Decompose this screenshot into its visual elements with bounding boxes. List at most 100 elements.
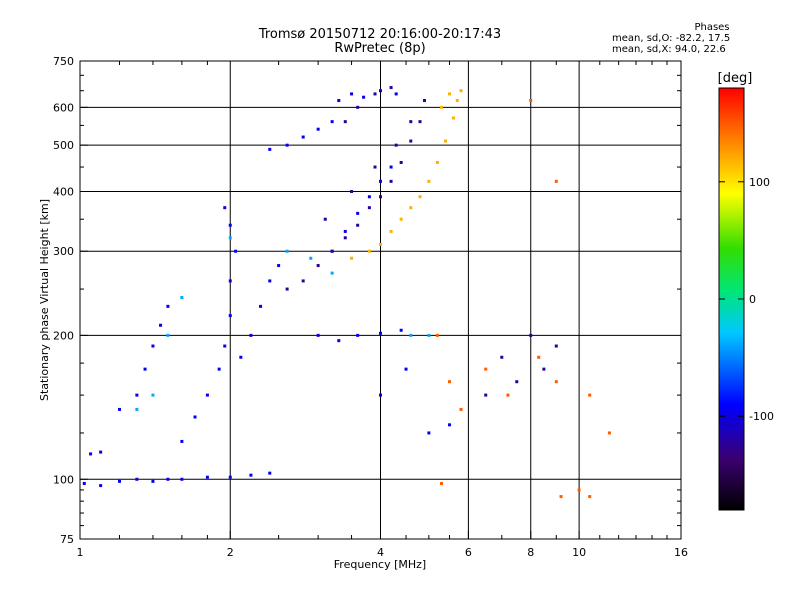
data-point <box>309 256 313 260</box>
colorbar-ticks: 100 0 -100 <box>719 176 774 423</box>
data-point <box>559 495 563 499</box>
y-axis-label: Stationary phase Virtual Height [km] <box>38 199 51 401</box>
data-point <box>285 287 289 291</box>
y-tick-label: 600 <box>53 101 74 114</box>
data-point <box>607 431 611 435</box>
data-point <box>588 495 592 499</box>
data-point <box>373 92 377 96</box>
data-point <box>484 393 488 397</box>
data-point <box>228 279 232 283</box>
data-point <box>330 120 334 124</box>
data-point <box>234 249 238 253</box>
data-point <box>316 127 320 131</box>
y-tick-label: 750 <box>53 55 74 68</box>
data-point <box>427 179 431 183</box>
phase-stats: Phases mean, sd,O: -82.2, 17.5 mean, sd,… <box>612 22 782 55</box>
data-point <box>448 92 452 96</box>
data-point <box>228 475 232 479</box>
data-point <box>427 333 431 337</box>
data-point <box>418 195 422 199</box>
data-point <box>135 477 139 481</box>
data-point <box>350 189 354 193</box>
data-point <box>404 367 408 371</box>
data-point <box>135 407 139 411</box>
data-point <box>435 160 439 164</box>
x-tick-label: 1 <box>77 546 84 559</box>
data-point <box>529 333 533 337</box>
data-point <box>193 415 197 419</box>
data-point <box>389 179 393 183</box>
data-point <box>337 99 341 103</box>
data-point <box>409 333 413 337</box>
data-point <box>367 206 371 210</box>
data-point <box>409 206 413 210</box>
data-point <box>379 89 382 93</box>
data-point <box>459 89 463 93</box>
data-point <box>362 95 366 99</box>
data-point <box>143 367 147 371</box>
colorbar-tick-label: 100 <box>749 176 770 189</box>
data-point <box>323 217 327 221</box>
data-point <box>356 211 360 215</box>
data-point <box>537 355 541 359</box>
y-tick-label: 400 <box>53 185 74 198</box>
data-point <box>389 86 393 90</box>
data-point <box>448 423 452 427</box>
colorbar-tick-label: 0 <box>749 293 756 306</box>
data-point <box>529 99 533 103</box>
data-point <box>249 473 253 477</box>
data-point <box>118 407 122 411</box>
data-point <box>205 393 209 397</box>
data-point <box>394 92 398 96</box>
colorbar-tick-label: -100 <box>749 410 774 423</box>
data-point <box>249 333 253 337</box>
data-point <box>166 304 170 308</box>
phase-stats-heading: Phases <box>694 22 730 33</box>
data-point <box>223 206 227 210</box>
x-tick-label: 6 <box>465 546 472 559</box>
x-axis-label: Frequency [MHz] <box>334 558 426 571</box>
data-point <box>448 380 452 384</box>
colorbar-label: [deg] <box>718 71 753 86</box>
data-point <box>435 333 439 337</box>
data-point <box>343 236 347 240</box>
data-point <box>343 229 347 233</box>
data-point <box>409 139 413 143</box>
data-point <box>394 143 398 147</box>
x-tick-label: 4 <box>377 546 384 559</box>
data-point <box>577 488 581 492</box>
chart-title: Tromsø 20150712 20:16:00-20:17:43 <box>258 27 502 42</box>
data-point <box>418 120 422 124</box>
data-point <box>451 116 455 120</box>
data-point <box>542 367 546 371</box>
data-point <box>379 195 382 199</box>
phase-stats-o: mean, sd,O: -82.2, 17.5 <box>612 33 731 44</box>
data-point <box>89 452 93 456</box>
data-point <box>159 323 163 327</box>
data-point <box>268 471 272 475</box>
data-point <box>205 475 209 479</box>
data-point <box>379 393 382 397</box>
data-point <box>259 304 263 308</box>
data-point <box>367 195 371 199</box>
data-point <box>277 264 281 268</box>
data-point <box>444 139 448 143</box>
data-point <box>440 481 444 485</box>
data-point <box>118 479 122 483</box>
data-point <box>217 367 221 371</box>
phase-stats-x: mean, sd,X: 94.0, 22.6 <box>612 44 726 55</box>
x-tick-label: 8 <box>527 546 534 559</box>
data-point <box>228 236 232 240</box>
data-point <box>350 256 354 260</box>
data-point <box>166 333 170 337</box>
x-tick-label: 2 <box>227 546 234 559</box>
data-point <box>99 450 103 454</box>
y-tick-label: 100 <box>53 473 74 486</box>
data-point <box>228 314 232 318</box>
data-point <box>554 344 558 348</box>
data-point <box>301 135 305 139</box>
data-point <box>379 179 382 183</box>
data-point <box>506 393 510 397</box>
data-point <box>500 355 504 359</box>
